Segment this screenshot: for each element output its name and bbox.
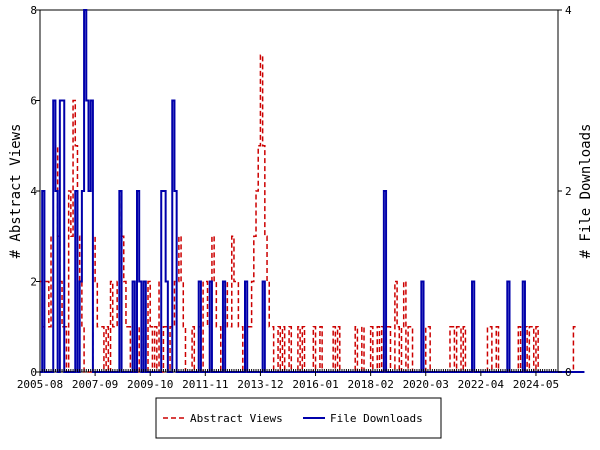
y-left-tick-label: 2: [30, 276, 37, 289]
x-tick-label: 2022-04: [458, 378, 505, 391]
y-left-tick-label: 4: [30, 185, 37, 198]
x-axis-ticks: 2005-08 2007-09 2009-10 2011-11 2013-12 2016-…: [17, 369, 559, 391]
x-tick-label: 2007-09: [72, 378, 118, 391]
legend-label-abstract-views: Abstract Views: [190, 412, 283, 425]
x-tick-label: 2011-11: [182, 378, 228, 391]
legend: Abstract Views File Downloads: [155, 397, 442, 439]
x-tick-label: 2024-05: [513, 378, 559, 391]
x-tick-label: 2016-01: [292, 378, 338, 391]
x-tick-label: 2009-10: [127, 378, 173, 391]
y-right-tick-label: 2: [565, 185, 572, 198]
y-right-tick-label: 4: [565, 4, 572, 17]
y-right-tick-label: 0: [565, 366, 572, 379]
y-left-tick-label: 0: [30, 366, 37, 379]
x-tick-label: 2013-12: [237, 378, 283, 391]
y-axis-left-ticks: 0 2 4 6 8: [30, 4, 40, 379]
y-axis-left-title: # Abstract Views: [8, 124, 24, 259]
y-left-tick-label: 6: [30, 95, 37, 108]
legend-label-file-downloads: File Downloads: [330, 412, 423, 425]
y-axis-right-ticks: 0 2 4: [558, 4, 572, 379]
x-tick-label: 2018-02: [347, 378, 393, 391]
y-left-tick-label: 8: [30, 4, 37, 17]
y-axis-right-title: # File Downloads: [578, 124, 594, 259]
x-tick-label: 2020-03: [403, 378, 449, 391]
legend-box: [155, 397, 442, 439]
x-tick-label: 2005-08: [17, 378, 63, 391]
